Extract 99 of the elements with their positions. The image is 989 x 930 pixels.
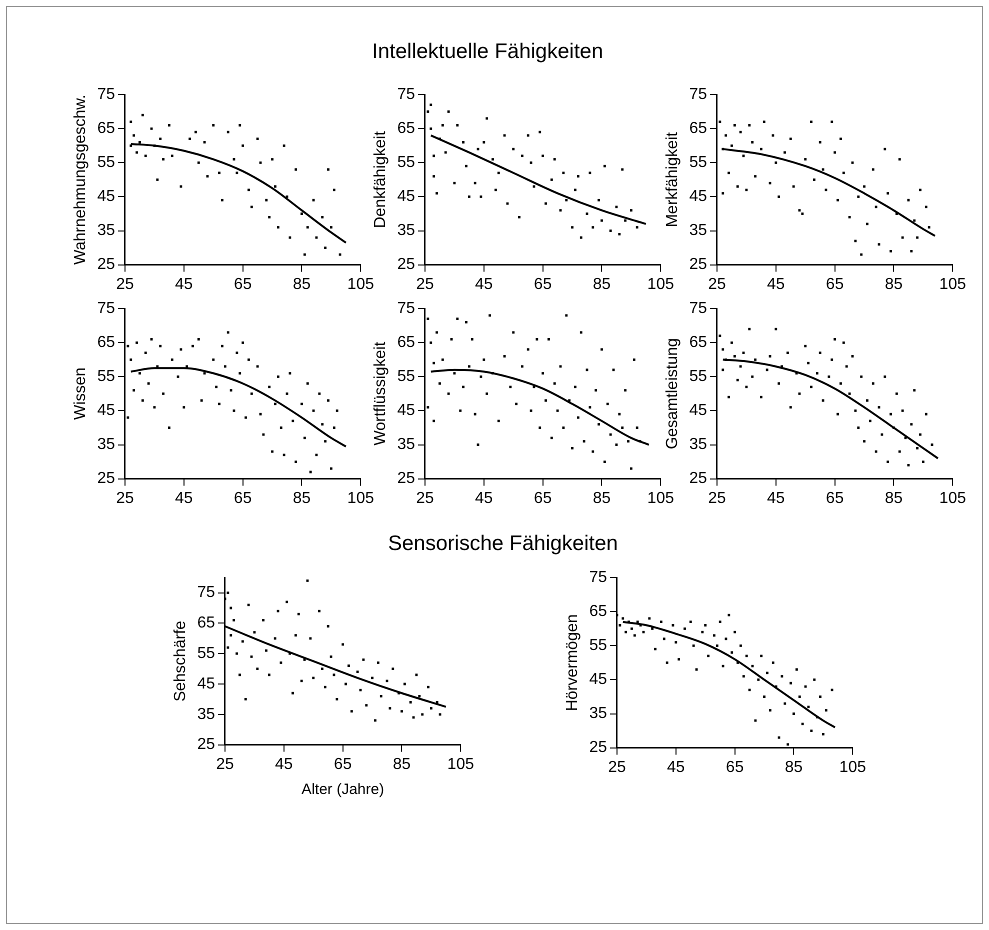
- x-tick-label: 45: [475, 490, 493, 507]
- x-tick-label: 85: [884, 490, 903, 507]
- y-tick-label: 75: [197, 584, 216, 602]
- x-tick-label: 25: [416, 490, 434, 507]
- x-tick-label: 45: [475, 276, 493, 293]
- text: Intellektuelle Fähigkeiten: [372, 40, 604, 64]
- x-tick-label: 45: [175, 276, 193, 293]
- x-tick-label: 85: [392, 756, 411, 773]
- x-tick-label: 45: [767, 490, 785, 507]
- y-tick-label: 65: [689, 120, 708, 138]
- y-tick-label: 55: [689, 368, 708, 386]
- x-tick-label: 65: [726, 758, 744, 776]
- y-tick-label: 25: [689, 470, 708, 488]
- x-tick-label: 65: [826, 490, 844, 507]
- x-tick-label: 65: [534, 276, 552, 293]
- y-tick-label: 25: [397, 470, 416, 488]
- x-tick-label: 85: [784, 758, 803, 776]
- x-tick-label: 105: [939, 490, 966, 507]
- y-tick-label: 75: [689, 300, 708, 318]
- y-tick-label: 45: [397, 402, 416, 420]
- x-tick-label: 45: [667, 758, 685, 776]
- y-tick-label: 45: [589, 671, 608, 688]
- x-tick-label: 25: [608, 758, 626, 776]
- y-axis-title: Denkfähigkeit: [372, 130, 390, 228]
- y-tick-label: 35: [589, 705, 608, 722]
- y-tick-label: 45: [197, 675, 216, 692]
- x-tick-label: 25: [416, 276, 434, 293]
- x-tick-label: 105: [839, 758, 866, 776]
- x-tick-label: 25: [708, 276, 726, 293]
- y-tick-label: 35: [97, 436, 116, 454]
- y-tick-label: 65: [97, 120, 116, 138]
- y-tick-label: 45: [97, 402, 116, 420]
- y-tick-label: 25: [97, 470, 116, 488]
- y-axis-title: Sehschärfe: [172, 620, 190, 702]
- x-tick-label: 85: [592, 490, 611, 507]
- y-tick-label: 65: [589, 603, 608, 620]
- y-tick-label: 55: [589, 637, 608, 654]
- y-tick-label: 45: [397, 188, 416, 206]
- y-tick-label: 55: [197, 645, 216, 662]
- y-tick-label: 55: [97, 154, 116, 172]
- y-axis-title: Wortflüssigkeit: [372, 341, 390, 446]
- x-tick-label: 85: [292, 276, 311, 293]
- x-tick-label: 25: [708, 490, 726, 507]
- y-axis-title: Wissen: [72, 367, 90, 420]
- y-tick-label: 65: [397, 120, 416, 138]
- y-tick-label: 75: [397, 300, 416, 318]
- y-tick-label: 25: [97, 256, 116, 274]
- x-tick-label: 65: [334, 756, 352, 773]
- y-tick-label: 25: [197, 736, 216, 754]
- y-tick-label: 25: [397, 256, 416, 274]
- x-axis-title: Alter (Jahre): [302, 781, 384, 798]
- y-tick-label: 65: [197, 614, 216, 632]
- y-tick-label: 35: [97, 222, 116, 240]
- x-tick-label: 45: [275, 756, 293, 773]
- y-axis-title: Wahrnehmungsgeschw.: [72, 94, 90, 265]
- x-tick-label: 85: [292, 490, 311, 507]
- x-tick-label: 45: [175, 490, 193, 507]
- y-tick-label: 35: [689, 222, 708, 240]
- x-tick-label: 105: [347, 490, 374, 507]
- x-tick-label: 65: [826, 276, 844, 293]
- x-tick-label: 65: [534, 490, 552, 507]
- y-tick-label: 75: [689, 86, 708, 104]
- x-tick-label: 105: [447, 756, 474, 773]
- y-tick-label: 65: [97, 334, 116, 352]
- y-tick-label: 75: [589, 569, 608, 586]
- x-tick-label: 105: [939, 276, 966, 293]
- x-tick-label: 105: [347, 276, 374, 293]
- y-tick-label: 35: [197, 706, 216, 723]
- x-tick-label: 45: [767, 276, 785, 293]
- y-tick-label: 55: [97, 368, 116, 386]
- x-tick-label: 85: [884, 276, 903, 293]
- y-tick-label: 55: [397, 154, 416, 172]
- y-tick-label: 75: [397, 86, 416, 104]
- y-axis-title: Hörvermögen: [564, 614, 582, 712]
- y-tick-label: 75: [97, 300, 116, 318]
- y-tick-label: 65: [397, 334, 416, 352]
- y-tick-label: 75: [97, 86, 116, 104]
- y-tick-label: 45: [689, 188, 708, 206]
- x-tick-label: 25: [116, 490, 134, 507]
- y-tick-label: 25: [689, 256, 708, 274]
- x-tick-label: 65: [234, 276, 252, 293]
- y-tick-label: 35: [689, 436, 708, 454]
- text: Sensorische Fähigkeiten: [388, 532, 618, 556]
- y-tick-label: 45: [97, 188, 116, 206]
- y-axis-title: Gesamtleistung: [664, 338, 682, 450]
- y-tick-label: 25: [589, 739, 608, 756]
- x-tick-label: 65: [234, 490, 252, 507]
- y-tick-label: 35: [397, 436, 416, 454]
- y-tick-label: 35: [397, 222, 416, 240]
- y-tick-label: 55: [689, 154, 708, 172]
- x-tick-label: 85: [592, 276, 611, 293]
- y-axis-title: Merkfähigkeit: [664, 132, 682, 228]
- x-tick-label: 25: [116, 276, 134, 293]
- x-tick-label: 105: [647, 490, 674, 507]
- y-tick-label: 45: [689, 402, 708, 420]
- x-tick-label: 105: [647, 276, 674, 293]
- y-tick-label: 65: [689, 334, 708, 352]
- x-tick-label: 25: [216, 756, 234, 773]
- y-tick-label: 55: [397, 368, 416, 386]
